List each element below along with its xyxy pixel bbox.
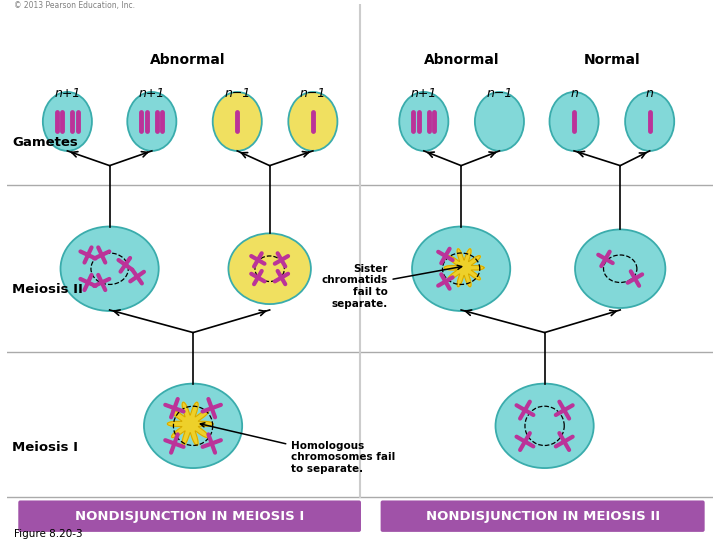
Text: n+1: n+1 xyxy=(139,87,165,100)
FancyBboxPatch shape xyxy=(18,501,361,532)
Text: Meiosis I: Meiosis I xyxy=(12,441,78,454)
Text: n: n xyxy=(570,87,578,100)
Text: Homologous
chromosomes fail
to separate.: Homologous chromosomes fail to separate. xyxy=(200,423,395,474)
Text: n+1: n+1 xyxy=(410,87,437,100)
Text: Sister
chromatids
fail to
separate.: Sister chromatids fail to separate. xyxy=(321,264,462,309)
Ellipse shape xyxy=(288,92,338,151)
Ellipse shape xyxy=(127,92,176,151)
Text: n−1: n−1 xyxy=(224,87,251,100)
Ellipse shape xyxy=(549,92,598,151)
Ellipse shape xyxy=(495,383,594,468)
Text: Figure 8.20-3: Figure 8.20-3 xyxy=(14,529,83,539)
Text: NONDISJUNCTION IN MEIOSIS II: NONDISJUNCTION IN MEIOSIS II xyxy=(426,510,660,523)
Text: Gametes: Gametes xyxy=(12,136,78,149)
Ellipse shape xyxy=(60,226,158,311)
Polygon shape xyxy=(444,249,484,287)
Text: Abnormal: Abnormal xyxy=(424,53,500,67)
Ellipse shape xyxy=(575,230,665,308)
Text: n: n xyxy=(646,87,654,100)
Text: Meiosis II: Meiosis II xyxy=(12,284,84,296)
Ellipse shape xyxy=(625,92,674,151)
Text: n−1: n−1 xyxy=(486,87,513,100)
Text: NONDISJUNCTION IN MEIOSIS I: NONDISJUNCTION IN MEIOSIS I xyxy=(75,510,305,523)
Ellipse shape xyxy=(212,92,262,151)
Ellipse shape xyxy=(475,92,524,151)
Ellipse shape xyxy=(400,92,449,151)
FancyBboxPatch shape xyxy=(381,501,705,532)
Text: n+1: n+1 xyxy=(54,87,81,100)
Ellipse shape xyxy=(144,383,242,468)
Polygon shape xyxy=(167,402,213,446)
Text: Normal: Normal xyxy=(584,53,641,67)
Text: Abnormal: Abnormal xyxy=(150,53,226,67)
Text: © 2013 Pearson Education, Inc.: © 2013 Pearson Education, Inc. xyxy=(14,2,135,10)
Text: n−1: n−1 xyxy=(300,87,326,100)
Ellipse shape xyxy=(42,92,92,151)
Ellipse shape xyxy=(228,233,311,304)
Ellipse shape xyxy=(412,226,510,311)
